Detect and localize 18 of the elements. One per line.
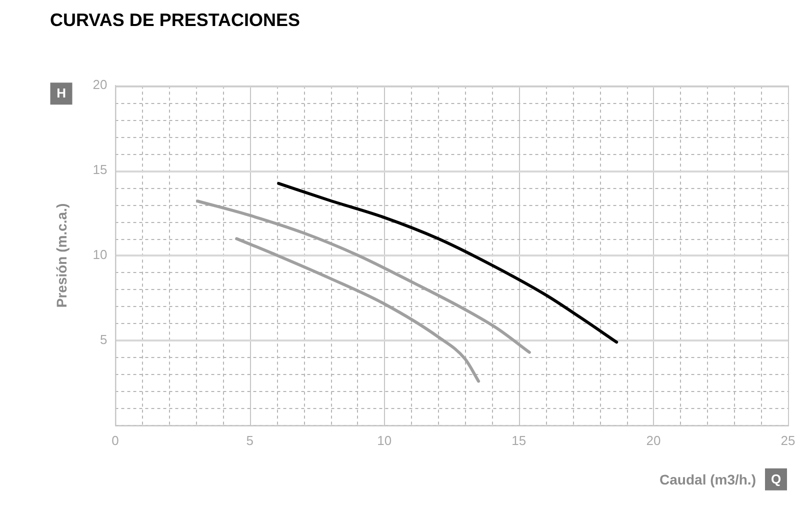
y-tick-label: 10 bbox=[92, 247, 108, 262]
text: H bbox=[56, 86, 66, 101]
y-tick-label: 5 bbox=[100, 332, 108, 348]
x-tick-label: 5 bbox=[246, 432, 254, 448]
text: Q bbox=[770, 471, 782, 486]
y-tick-label: 15 bbox=[92, 162, 108, 178]
x-tick-label: 20 bbox=[646, 432, 661, 448]
x-tick-label: 10 bbox=[377, 432, 392, 448]
y-axis-title: Presión (m.c.a.) bbox=[53, 203, 70, 308]
line-series bbox=[277, 182, 618, 344]
x-tick-label: 15 bbox=[512, 432, 526, 448]
x-axis-title: Caudal (m3/h.) bbox=[660, 471, 756, 488]
x-tick-label: 25 bbox=[780, 432, 796, 448]
line-series bbox=[196, 200, 531, 354]
chart-title: CURVAS DE PRESTACIONES bbox=[50, 10, 300, 30]
line-series bbox=[235, 237, 480, 383]
y-tick-label: 20 bbox=[92, 77, 108, 92]
x-tick-label: 0 bbox=[112, 432, 119, 448]
